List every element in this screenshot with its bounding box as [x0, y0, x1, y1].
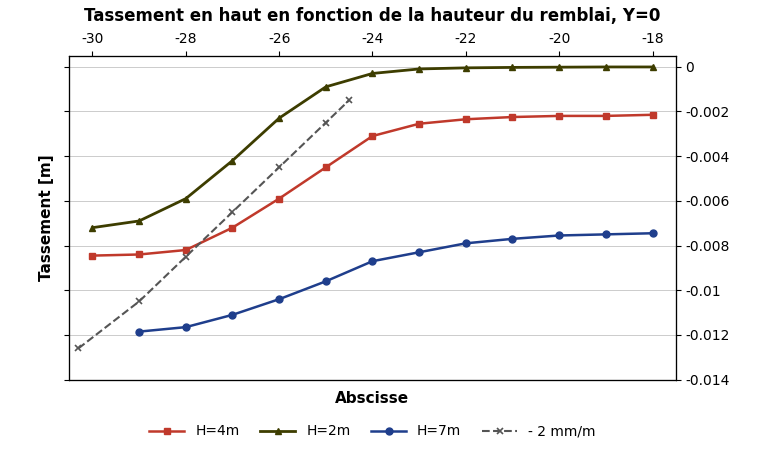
H=2m: [462, 65, 471, 71]
H=4m: [181, 247, 190, 253]
Line: H=4m: H=4m: [89, 111, 656, 259]
H=2m: [274, 115, 283, 121]
- 2 mm/m: [345, 98, 354, 103]
H=4m: [462, 117, 471, 122]
H=7m: [508, 236, 517, 242]
H=2m: [134, 218, 144, 224]
H=4m: [415, 121, 424, 126]
H=7m: [321, 279, 330, 284]
H=7m: [648, 231, 657, 236]
H=4m: [274, 196, 283, 201]
H=7m: [601, 232, 611, 237]
H=7m: [134, 329, 144, 334]
H=7m: [554, 233, 564, 238]
H=7m: [462, 241, 471, 246]
H=2m: [601, 64, 611, 70]
H=4m: [321, 164, 330, 170]
Line: H=7m: H=7m: [136, 230, 656, 335]
Line: H=2m: H=2m: [89, 63, 656, 231]
Line: - 2 mm/m: - 2 mm/m: [75, 97, 353, 352]
Title: Tassement en haut en fonction de la hauteur du remblai, Y=0: Tassement en haut en fonction de la haut…: [84, 7, 660, 25]
H=4m: [554, 113, 564, 119]
H=4m: [88, 253, 97, 258]
H=4m: [228, 225, 237, 231]
H=2m: [508, 65, 517, 70]
H=4m: [134, 252, 144, 257]
H=7m: [181, 325, 190, 330]
- 2 mm/m: [274, 164, 283, 170]
Legend: H=4m, H=2m, H=7m, - 2 mm/m: H=4m, H=2m, H=7m, - 2 mm/m: [144, 419, 601, 444]
H=2m: [415, 66, 424, 72]
- 2 mm/m: [181, 254, 190, 259]
H=2m: [368, 71, 377, 76]
Y-axis label: Tassement [m]: Tassement [m]: [39, 154, 54, 281]
H=4m: [601, 113, 611, 119]
H=2m: [228, 158, 237, 163]
- 2 mm/m: [74, 345, 83, 351]
- 2 mm/m: [134, 299, 144, 304]
H=7m: [228, 312, 237, 318]
H=7m: [368, 258, 377, 264]
H=7m: [274, 296, 283, 302]
H=2m: [648, 64, 657, 70]
H=7m: [415, 250, 424, 255]
H=4m: [508, 114, 517, 120]
H=2m: [554, 64, 564, 70]
H=4m: [368, 133, 377, 139]
H=4m: [648, 112, 657, 118]
H=2m: [88, 225, 97, 231]
- 2 mm/m: [228, 209, 237, 215]
X-axis label: Abscisse: Abscisse: [336, 391, 409, 406]
H=2m: [321, 84, 330, 90]
H=2m: [181, 196, 190, 201]
- 2 mm/m: [321, 120, 330, 125]
